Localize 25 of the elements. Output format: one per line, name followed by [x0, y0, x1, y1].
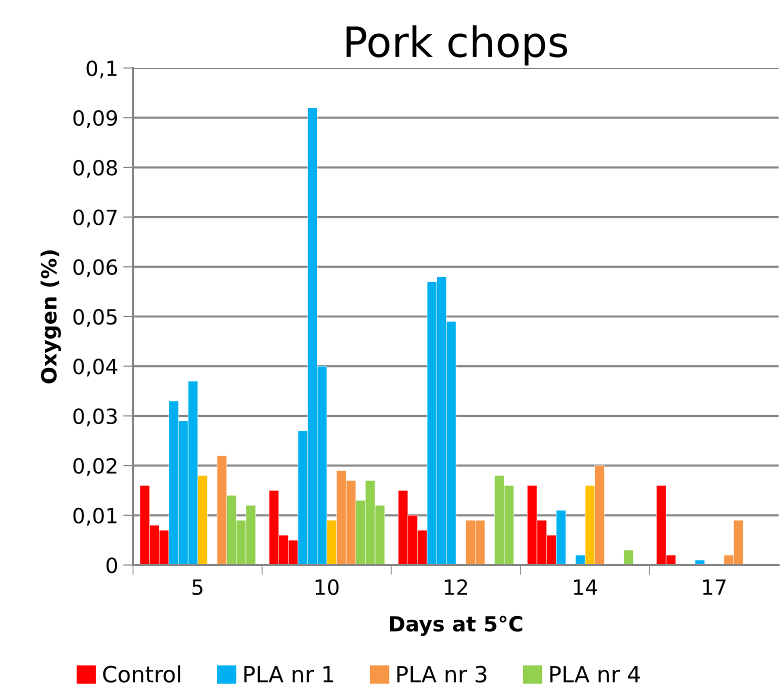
legend-label: PLA nr 4 — [550, 666, 640, 682]
x-axis-title: Days at 5°C — [390, 616, 522, 636]
y-tick-label: 0,01 — [73, 508, 116, 526]
x-tick-label: 14 — [574, 580, 598, 595]
legend-label: PLA nr 3 — [397, 666, 486, 683]
legend-label: PLA nr 1 — [244, 666, 334, 682]
y-tick-label: 0,04 — [73, 358, 118, 377]
y-tick-label: 0,02 — [73, 458, 116, 476]
y-tick-label: 0,06 — [73, 259, 118, 278]
x-tick-label: 10 — [316, 579, 339, 596]
legend-label: Control — [103, 665, 180, 683]
x-tick-label: 5 — [192, 580, 202, 596]
x-tick-label: 17 — [703, 580, 726, 595]
bar — [694, 560, 705, 565]
y-tick-label: 0,05 — [73, 308, 117, 327]
y-tick-label: 0,1 — [86, 60, 116, 78]
y-tick-label: 0,08 — [73, 160, 117, 178]
bar — [623, 550, 634, 565]
chart-title: Pork chops — [346, 25, 568, 66]
y-axis-title: Oxygen (%) — [40, 250, 61, 384]
y-tick-label: 0 — [106, 557, 118, 574]
y-tick-label: 0,09 — [73, 110, 117, 128]
y-tick-label: 0,03 — [73, 408, 117, 426]
y-tick-label: 0,07 — [73, 210, 117, 228]
x-tick-label: 12 — [444, 579, 467, 595]
